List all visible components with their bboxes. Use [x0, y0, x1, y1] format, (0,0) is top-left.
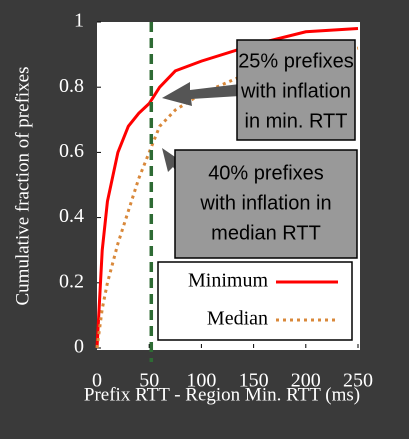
legend-label: Minimum [188, 270, 268, 292]
legend-label: Median [207, 308, 268, 330]
annotation-text: with inflation in [199, 192, 331, 214]
x-tick-label: 150 [239, 370, 269, 392]
y-tick-label: 1 [74, 10, 84, 32]
annotation-box [236, 39, 356, 141]
y-axis-label: Cumulative fraction of prefixes [12, 66, 33, 305]
y-tick-label: 0.8 [59, 75, 84, 97]
series-line [95, 46, 359, 349]
x-tick-label: 0 [92, 370, 102, 392]
x-tick-label: 250 [343, 370, 373, 392]
annotation-text: with inflation [240, 80, 351, 102]
x-axis-label: Prefix RTT - Region Min. RTT (ms) [84, 384, 360, 405]
annotation-text: in min. RTT [245, 110, 348, 132]
annotation-text: median RTT [211, 222, 321, 244]
y-tick-label: 0.4 [59, 205, 84, 227]
x-tick-label: 200 [291, 370, 321, 392]
annotation-text: 40% prefixes [208, 162, 324, 184]
y-tick-label: 0 [74, 336, 84, 358]
annotation-box [174, 149, 358, 259]
annotation-text: 25% prefixes [238, 50, 354, 72]
arrow [162, 82, 240, 106]
y-tick-label: 0.2 [59, 270, 84, 292]
x-tick-label: 50 [139, 370, 159, 392]
y-tick-label: 0.6 [59, 140, 84, 162]
legend [157, 261, 353, 341]
x-tick-label: 100 [186, 370, 216, 392]
